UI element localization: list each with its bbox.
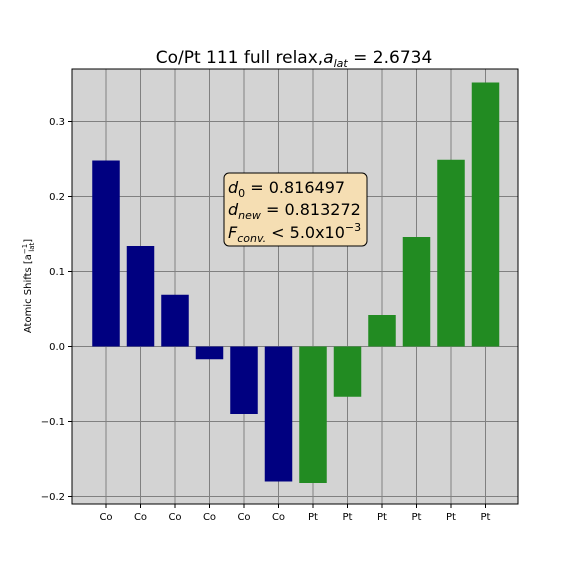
ylabel-main: Atomic Shifts [a: [23, 254, 34, 333]
x-tick-label: Co: [99, 512, 112, 523]
bar-co-5: [230, 346, 258, 414]
y-axis: −0.2 −0.1 0.0 0.1 0.2 0.3: [41, 117, 72, 503]
title-main: Co/Pt 111 full relax,: [156, 48, 323, 68]
bar-co-4: [195, 346, 224, 360]
fconv-sub: conv.: [237, 232, 266, 245]
y-tick-label: −0.2: [41, 492, 65, 503]
bar-pt-10: [402, 237, 431, 347]
ylabel-sup: −1: [21, 244, 29, 254]
x-axis: Co Co Co Co Co Co Pt Pt Pt Pt Pt Pt: [99, 504, 491, 523]
x-tick-label: Pt: [308, 512, 318, 523]
bar-pt-9: [368, 315, 396, 347]
bar-co-6: [264, 346, 293, 482]
x-tick-label: Co: [272, 512, 285, 523]
d0-value: = 0.816497: [245, 178, 345, 197]
fconv-exp: −3: [345, 221, 361, 234]
bar-co-3: [161, 294, 189, 347]
annotation-line-3: Fconv. < 5.0x10−3: [228, 221, 361, 245]
ylabel-sub: lat: [28, 243, 36, 252]
title-math-sub: lat: [334, 57, 349, 70]
ylabel-end: ]: [23, 239, 34, 243]
bar-pt-12: [471, 82, 500, 347]
annotation-line-2: dnew = 0.813272: [228, 200, 361, 222]
x-tick-label: Pt: [343, 512, 353, 523]
chart-title: Co/Pt 111 full relax,alat = 2.6734: [156, 48, 433, 70]
x-tick-label: Co: [237, 512, 250, 523]
dnew-sub: new: [238, 209, 261, 222]
y-tick-label: −0.1: [41, 417, 65, 428]
x-tick-label: Co: [168, 512, 181, 523]
bar-co-2: [126, 246, 155, 347]
annotation-line-1: d0 = 0.816497: [228, 178, 345, 200]
title-value: = 2.6734: [348, 48, 433, 68]
x-tick-label: Co: [203, 512, 216, 523]
y-tick-label: 0.3: [49, 117, 65, 128]
x-tick-label: Pt: [446, 512, 456, 523]
y-axis-label: Atomic Shifts [a−1lat]: [21, 239, 36, 333]
x-tick-label: Pt: [412, 512, 422, 523]
title-math: a: [323, 48, 333, 68]
bar-pt-8: [333, 346, 362, 397]
dnew-var: d: [228, 200, 239, 219]
bar-pt-7: [299, 346, 327, 483]
annotation-box: d0 = 0.816497 dnew = 0.813272 Fconv. < 5…: [223, 172, 368, 247]
y-tick-label: 0.0: [49, 342, 65, 353]
fconv-var: F: [228, 223, 238, 242]
plot-frame: [71, 68, 519, 505]
d0-sub: 0: [238, 187, 245, 200]
x-tick-label: Co: [134, 512, 147, 523]
dnew-value: = 0.813272: [261, 200, 361, 219]
x-tick-label: Pt: [481, 512, 491, 523]
y-tick-label: 0.2: [49, 192, 65, 203]
bar-pt-11: [437, 159, 465, 347]
y-tick-label: 0.1: [49, 267, 65, 278]
x-tick-label: Pt: [377, 512, 387, 523]
fconv-value: < 5.0x10: [266, 223, 345, 242]
annotation-background: [223, 172, 368, 247]
bars: [92, 82, 500, 483]
d0-var: d: [228, 178, 239, 197]
bar-co-1: [92, 160, 120, 347]
